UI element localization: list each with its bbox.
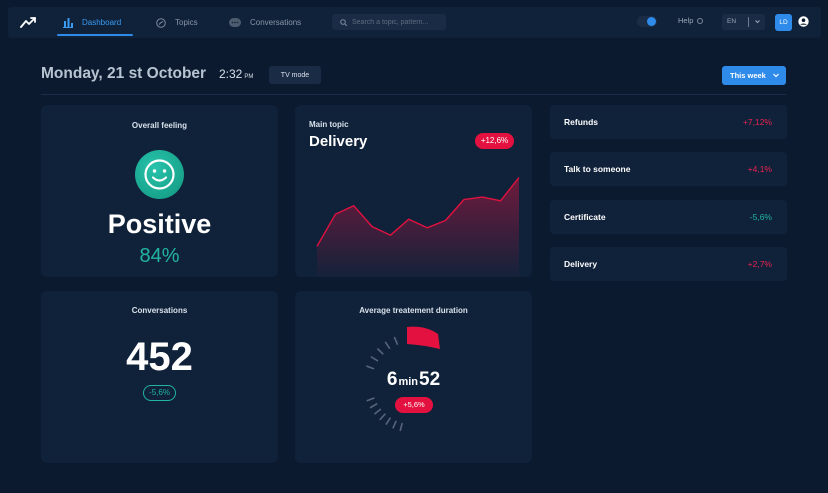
duration-delta-badge: +5,6% bbox=[395, 397, 433, 413]
average-duration-title: Average treatement duration bbox=[359, 306, 468, 315]
nav-topics[interactable]: Topics bbox=[156, 7, 198, 38]
bar-chart-icon bbox=[63, 17, 73, 28]
trend-line bbox=[316, 177, 520, 247]
topic-row-talk-to-someone[interactable]: Talk to someone +4,1% bbox=[550, 152, 787, 186]
conversations-count: 452 bbox=[126, 335, 193, 379]
nav-conversations-label: Conversations bbox=[250, 18, 302, 27]
conversations-title: Conversations bbox=[131, 306, 188, 315]
smiley-face-icon bbox=[135, 150, 184, 199]
compass-icon bbox=[156, 17, 166, 28]
language-select[interactable]: EN bbox=[722, 14, 765, 30]
average-duration-card[interactable]: Average treatement duration 6min52 +5,6% bbox=[295, 291, 532, 463]
gauge-tick bbox=[377, 348, 384, 355]
chat-bubble-icon bbox=[229, 18, 241, 27]
conversations-card[interactable]: Conversations 452 -5,6% bbox=[41, 291, 278, 463]
feeling-label: Positive bbox=[107, 209, 212, 239]
nav-dashboard[interactable]: Dashboard bbox=[63, 7, 121, 38]
current-date: Monday, 21 st October bbox=[41, 65, 207, 82]
theme-toggle[interactable] bbox=[637, 16, 657, 27]
gauge-tick bbox=[370, 356, 379, 362]
topic-row-name: Refunds bbox=[564, 117, 598, 127]
duration-value: 6min52 bbox=[295, 369, 532, 391]
topic-row-name: Delivery bbox=[564, 259, 598, 269]
language-value: EN bbox=[727, 18, 737, 25]
gauge-tick bbox=[392, 420, 397, 429]
period-label: This week bbox=[730, 71, 766, 80]
user-account-icon[interactable] bbox=[798, 16, 809, 27]
topic-row-delivery[interactable]: Delivery +2,7% bbox=[550, 247, 787, 281]
topic-trend-chart bbox=[316, 177, 520, 277]
conversations-delta-badge: -5,6% bbox=[143, 385, 176, 401]
main-topic-card[interactable]: Main topic Delivery +12,6% bbox=[295, 105, 532, 277]
nav-dashboard-label: Dashboard bbox=[82, 18, 122, 27]
topic-row-name: Certificate bbox=[564, 212, 606, 222]
nav-topics-label: Topics bbox=[175, 18, 198, 27]
help-label: Help bbox=[678, 16, 694, 25]
language-divider bbox=[748, 17, 749, 27]
duration-seconds: 52 bbox=[419, 369, 441, 390]
chevron-down-icon bbox=[755, 20, 760, 24]
gauge-tick bbox=[366, 397, 375, 402]
topic-row-refunds[interactable]: Refunds +7,12% bbox=[550, 105, 787, 139]
active-tab-indicator bbox=[57, 34, 133, 36]
time-ampm: PM bbox=[244, 74, 254, 80]
topic-row-delta: +2,7% bbox=[747, 259, 772, 269]
gauge-tick bbox=[384, 341, 391, 350]
time-value: 2:32 bbox=[219, 67, 243, 81]
overall-feeling-title: Overall feeling bbox=[131, 121, 188, 130]
nav-conversations[interactable]: Conversations bbox=[229, 7, 301, 38]
topic-row-delta: -5,6% bbox=[749, 212, 772, 222]
help-icon bbox=[697, 17, 704, 24]
topic-row-delta: +4,1% bbox=[747, 164, 772, 174]
topic-row-name: Talk to someone bbox=[564, 164, 631, 174]
topic-row-certificate[interactable]: Certificate -5,6% bbox=[550, 200, 787, 234]
help-link[interactable]: Help bbox=[678, 16, 704, 25]
trend-area bbox=[317, 177, 519, 277]
chevron-down-icon bbox=[773, 73, 779, 78]
duration-minutes: 6 bbox=[386, 369, 398, 390]
gauge-tick bbox=[399, 422, 403, 432]
gauge-tick bbox=[385, 417, 391, 425]
main-topic-delta-badge: +12,6% bbox=[475, 133, 514, 149]
search-icon bbox=[340, 18, 347, 26]
duration-unit: min bbox=[398, 376, 418, 388]
current-time: 2:32 PM bbox=[219, 67, 253, 81]
avatar[interactable]: LD bbox=[775, 14, 792, 31]
overall-feeling-card[interactable]: Overall feeling Positive 84% bbox=[41, 105, 278, 277]
gauge-tick bbox=[374, 408, 382, 415]
period-select[interactable]: This week bbox=[722, 66, 786, 85]
main-topic-name: Delivery bbox=[309, 133, 368, 150]
gauge-tick bbox=[393, 336, 399, 345]
tv-mode-button[interactable]: TV mode bbox=[269, 66, 321, 84]
trending-up-icon[interactable] bbox=[20, 15, 36, 29]
search-box[interactable] bbox=[332, 14, 446, 30]
topic-row-delta: +7,12% bbox=[742, 117, 772, 127]
feeling-percent: 84% bbox=[139, 245, 180, 267]
gauge-tick bbox=[379, 413, 386, 421]
gauge-tick bbox=[369, 403, 378, 409]
gauge-active-segment bbox=[407, 326, 440, 349]
duration-gauge bbox=[366, 326, 440, 432]
search-input[interactable] bbox=[352, 18, 442, 26]
header-divider bbox=[41, 94, 786, 95]
main-topic-title: Main topic bbox=[309, 120, 349, 129]
gauge-tick bbox=[366, 365, 375, 370]
toggle-knob bbox=[647, 17, 656, 26]
